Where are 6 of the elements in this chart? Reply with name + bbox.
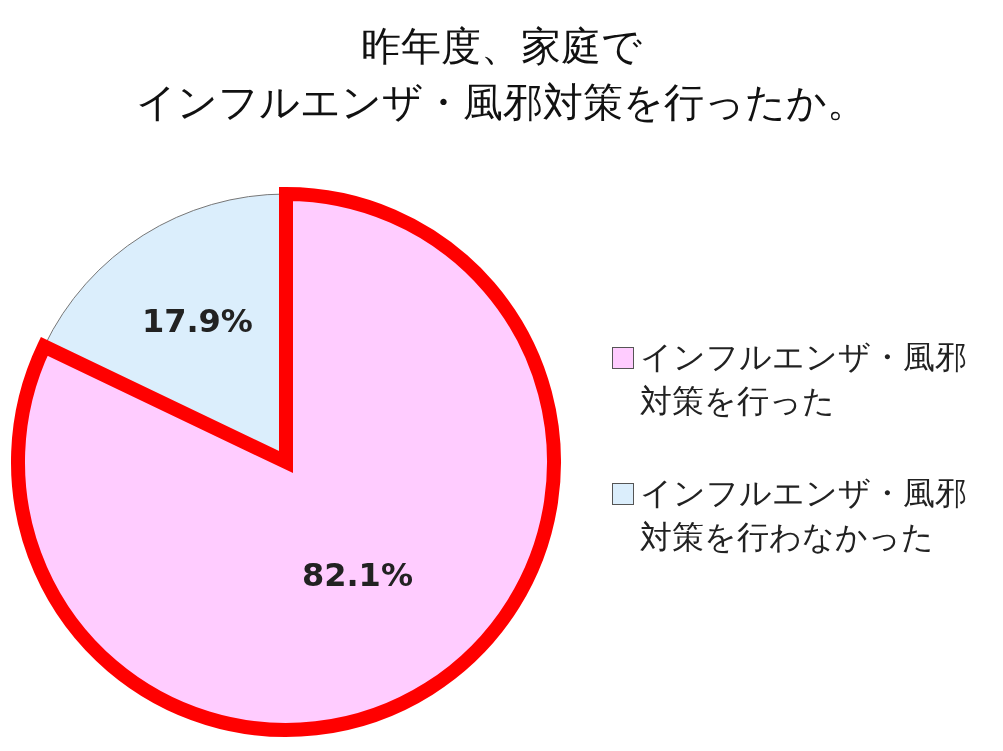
data-label: 82.1%: [301, 556, 413, 595]
chart-title: 昨年度、家庭で: [360, 22, 643, 71]
legend-label: インフルエンザ・風邪対策を行わなかった: [640, 473, 968, 558]
legend-label: インフルエンザ・風邪対策を行った: [640, 337, 968, 422]
data-label: 17.9%: [141, 302, 253, 341]
chart-subtitle: インフルエンザ・風邪対策を行ったか。: [135, 78, 868, 127]
